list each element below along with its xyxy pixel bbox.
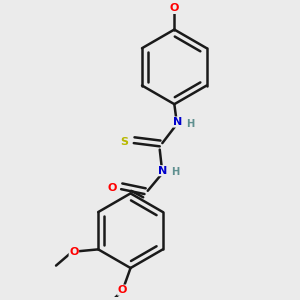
Text: H: H	[171, 167, 179, 177]
Text: H: H	[186, 118, 195, 129]
Text: N: N	[173, 117, 182, 127]
Text: O: O	[107, 183, 117, 193]
Text: O: O	[169, 4, 179, 14]
Text: O: O	[69, 247, 79, 257]
Text: O: O	[118, 285, 127, 295]
Text: N: N	[158, 166, 167, 176]
Text: S: S	[121, 137, 129, 147]
